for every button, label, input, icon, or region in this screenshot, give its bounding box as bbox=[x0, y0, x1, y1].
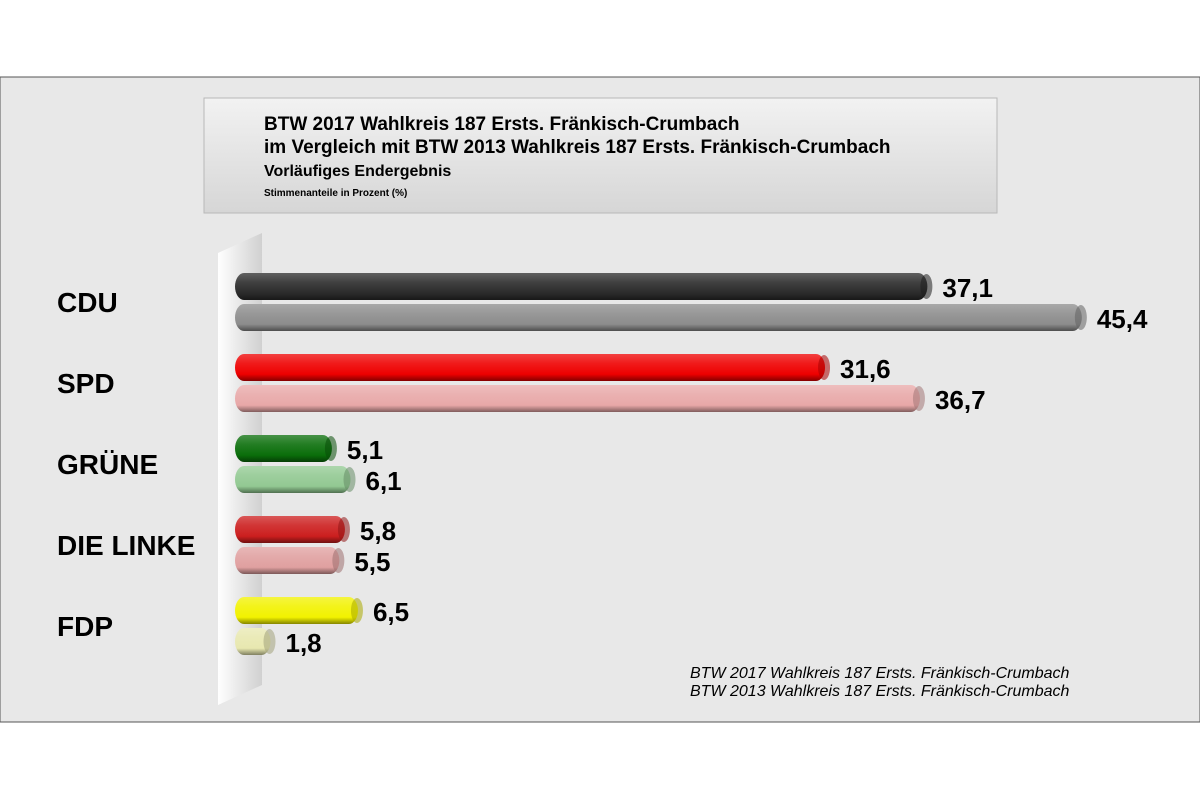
value-label-cdu-2017: 37,1 bbox=[942, 273, 993, 303]
bar-gruene-2017 bbox=[235, 435, 337, 462]
value-label-spd-2017: 31,6 bbox=[840, 354, 891, 384]
chart-units-note: Stimmenanteile in Prozent (%) bbox=[264, 188, 407, 199]
category-label-gruene: GRÜNE bbox=[57, 449, 158, 480]
legend-entry-2013: BTW 2013 Wahlkreis 187 Ersts. Fränkisch-… bbox=[690, 683, 1069, 700]
value-label-fdp-2017: 6,5 bbox=[373, 597, 409, 627]
bar-fdp-2013 bbox=[235, 628, 276, 655]
value-label-die-linke-2017: 5,8 bbox=[360, 516, 396, 546]
category-label-fdp: FDP bbox=[57, 611, 113, 642]
bar-die-linke-2017 bbox=[235, 516, 350, 543]
bar-fdp-2017 bbox=[235, 597, 363, 624]
value-label-gruene-2013: 6,1 bbox=[366, 466, 402, 496]
bar-spd-2017 bbox=[235, 354, 831, 381]
chart-title-line-1: BTW 2017 Wahlkreis 187 Ersts. Fränkisch-… bbox=[264, 114, 740, 135]
chart-title-line-2: im Vergleich mit BTW 2013 Wahlkreis 187 … bbox=[264, 137, 891, 158]
bar-die-linke-2013 bbox=[235, 547, 345, 574]
value-label-gruene-2017: 5,1 bbox=[347, 435, 383, 465]
bars-layer: CDU 37,1 45,4 SPD 31,6 36,7 GRÜNE 5,16,1 DIE LIN… bbox=[57, 273, 1148, 658]
legend-entry-2017: BTW 2017 Wahlkreis 187 Ersts. Fränkisch-… bbox=[690, 665, 1069, 682]
bar-gruene-2013 bbox=[235, 466, 356, 493]
bar-cdu-2017 bbox=[235, 273, 933, 300]
bar-spd-2013 bbox=[235, 385, 925, 412]
title-box-background bbox=[203, 97, 998, 214]
value-label-cdu-2013: 45,4 bbox=[1097, 304, 1148, 334]
bar-cdu-2013 bbox=[235, 304, 1087, 331]
value-label-fdp-2013: 1,8 bbox=[285, 628, 321, 658]
legend: BTW 2017 Wahlkreis 187 Ersts. Fränkisch-… bbox=[690, 665, 1069, 700]
value-label-spd-2013: 36,7 bbox=[935, 385, 986, 415]
category-label-die-linke: DIE LINKE bbox=[57, 530, 195, 561]
chart-subtitle: Vorläufiges Endergebnis bbox=[264, 163, 451, 180]
category-label-spd: SPD bbox=[57, 368, 115, 399]
value-label-die-linke-2013: 5,5 bbox=[354, 547, 390, 577]
category-label-cdu: CDU bbox=[57, 287, 118, 318]
title-box: BTW 2017 Wahlkreis 187 Ersts. Fränkisch-… bbox=[203, 97, 998, 214]
